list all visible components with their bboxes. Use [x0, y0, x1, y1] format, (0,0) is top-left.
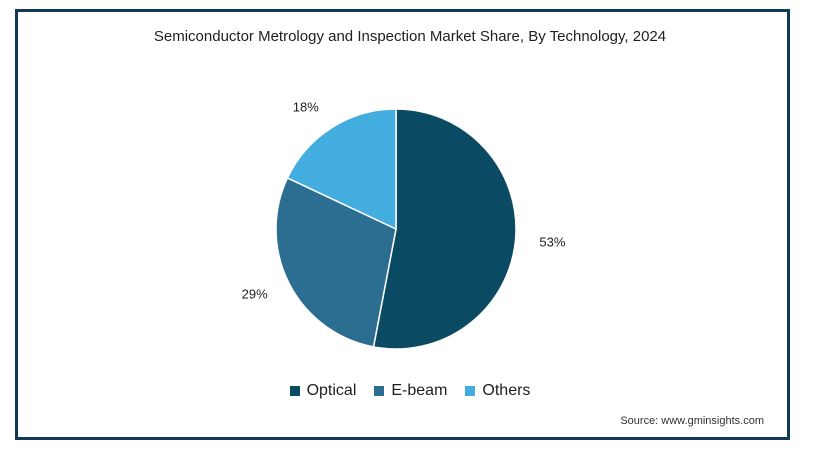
- pie-slice-e-beam: [275, 176, 397, 348]
- data-label-optical: 53%: [539, 235, 565, 250]
- data-label-others: 18%: [293, 99, 319, 114]
- legend: Optical E-beam Others: [0, 382, 820, 400]
- legend-item-others: Others: [465, 382, 530, 400]
- legend-item-optical: Optical: [289, 382, 357, 400]
- source-note: Source: www.gminsights.com: [620, 415, 764, 427]
- data-label-e-beam: 29%: [242, 286, 268, 301]
- legend-swatch-optical: [289, 386, 300, 396]
- pie-slices: [275, 108, 517, 350]
- legend-label-others: Others: [482, 382, 531, 399]
- chart-title: Semiconductor Metrology and Inspection M…: [153, 28, 667, 45]
- pie-labels: 53% 29% 18%: [242, 99, 566, 301]
- legend-label-optical: Optical: [306, 382, 357, 399]
- pie-slice-optical: [372, 108, 517, 350]
- legend-swatch-e-beam: [374, 386, 385, 396]
- pie-slice-others: [286, 108, 397, 231]
- legend-label-e-beam: E-beam: [391, 382, 448, 399]
- legend-item-e-beam: E-beam: [374, 382, 447, 400]
- legend-swatch-others: [465, 386, 476, 396]
